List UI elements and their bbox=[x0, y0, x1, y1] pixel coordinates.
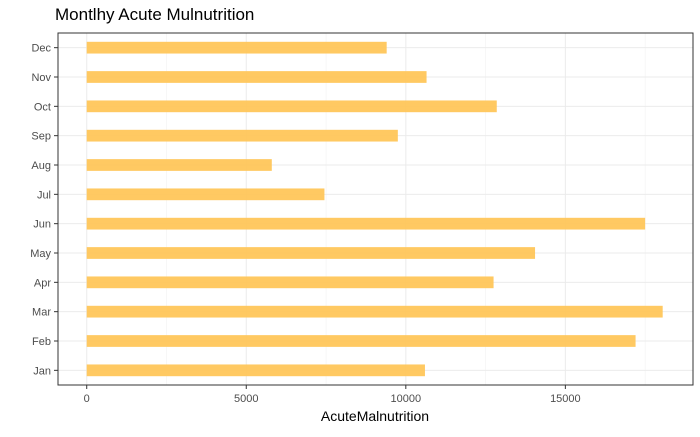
plot-panel bbox=[58, 33, 693, 385]
chart-title: Montlhy Acute Mulnutrition bbox=[55, 5, 254, 24]
bar-nov bbox=[86, 71, 427, 83]
x-axis-label: AcuteMalnutrition bbox=[321, 408, 429, 424]
bar-jul bbox=[86, 188, 325, 201]
y-tick-label: Jul bbox=[37, 189, 51, 201]
y-axis: Jan Feb Mar Apr May Jun Jul Aug Sep Oct Nov Dec bbox=[30, 43, 58, 377]
y-tick-label: Feb bbox=[32, 336, 51, 348]
bar-sep bbox=[86, 129, 398, 142]
x-tick-label: 5000 bbox=[234, 393, 258, 405]
y-tick-label: Aug bbox=[31, 160, 51, 172]
y-tick-label: Jan bbox=[33, 365, 51, 377]
bar-may bbox=[86, 247, 536, 259]
x-tick-label: 10000 bbox=[391, 393, 422, 405]
minor-gridlines bbox=[166, 33, 646, 385]
y-tick-label: Jun bbox=[33, 219, 51, 231]
plot-border bbox=[57, 32, 694, 386]
bar-jun bbox=[86, 217, 646, 230]
bar-oct bbox=[86, 100, 497, 113]
y-tick-label: Nov bbox=[31, 72, 51, 84]
bar-aug bbox=[86, 159, 272, 171]
bars bbox=[86, 41, 663, 377]
y-tick-label: May bbox=[30, 248, 51, 260]
x-axis: 0 5000 10000 15000 bbox=[84, 385, 581, 405]
bar-dec bbox=[86, 41, 387, 54]
y-tick-label: Oct bbox=[34, 101, 51, 113]
x-tick-label: 15000 bbox=[550, 393, 581, 405]
bar-feb bbox=[86, 335, 636, 347]
bar-mar bbox=[86, 305, 663, 318]
bar-apr bbox=[86, 276, 494, 289]
x-tick-label: 0 bbox=[84, 393, 90, 405]
bar-jan bbox=[86, 364, 425, 377]
y-tick-label: Apr bbox=[34, 277, 51, 289]
y-tick-label: Mar bbox=[32, 307, 51, 319]
y-tick-label: Dec bbox=[31, 43, 51, 55]
y-tick-label: Sep bbox=[31, 131, 51, 143]
